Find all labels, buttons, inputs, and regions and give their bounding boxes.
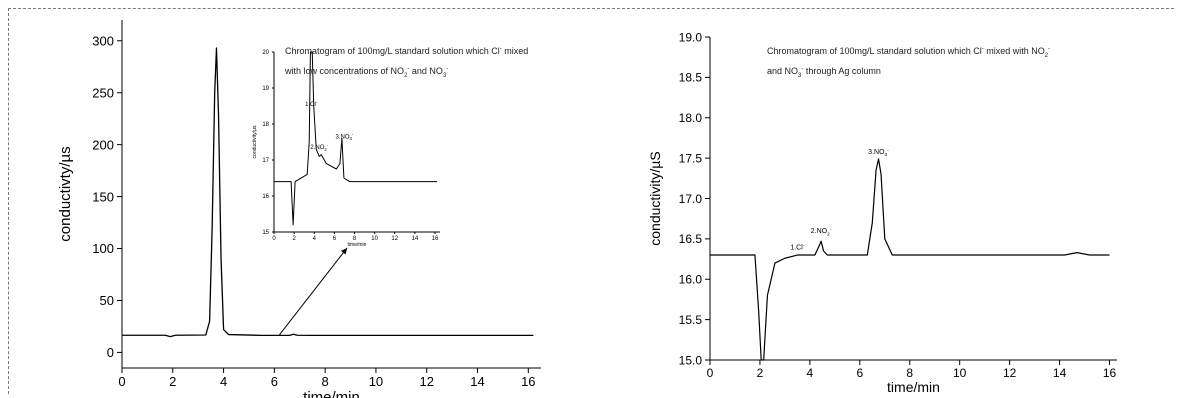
- inset-group: 0 2 4 6 8 10 12 14 16 15 16 17 18 19 20 time/min conduct…: [252, 50, 440, 248]
- chart-2-annotation: Chromatogram of 100mg/L standard solutio…: [767, 44, 1051, 79]
- chart-2-peak-label: 3.NO3-: [868, 148, 889, 158]
- inset-peak-label-text: 3.NO: [336, 134, 350, 140]
- chart-1-y-tick-label: 50: [100, 293, 114, 308]
- inset-peak-label: 3.NO3-: [336, 132, 354, 141]
- inset-y-axis-title: conductivity/µs: [252, 125, 258, 158]
- inset-peak-label-subscript: 3: [350, 136, 353, 141]
- chart-2-peak-label-superscript: -: [803, 244, 805, 249]
- chart-2-y-tick-label: 18.5: [679, 71, 703, 85]
- chart-1-x-tick-label: 8: [322, 374, 329, 389]
- chart-2-x-tick-label: 6: [856, 366, 863, 380]
- chart-2-y-tick-label: 15.0: [679, 353, 703, 367]
- inset-y-tick-label: 15: [262, 230, 269, 236]
- chart-1-x-tick-label: 0: [118, 374, 125, 389]
- inset-series-line: [274, 51, 437, 226]
- chart-1-y-axis-title: conductivty/µs: [57, 146, 74, 241]
- chart-2-peak-label-subscript: 2: [827, 231, 830, 237]
- inset-x-tick-label: 2: [292, 236, 296, 242]
- chart-2-peak-label: 1.Cl-: [790, 244, 804, 252]
- inset-x-tick-label: 4: [313, 236, 317, 242]
- chart-1-y-tick-label: 100: [92, 241, 114, 256]
- chart-2-peak-label-subscript: 3: [885, 152, 888, 158]
- chart-2-peak-label-text: 3.NO: [868, 149, 885, 156]
- inset-peak-label-superscript: -: [352, 132, 354, 137]
- chart-1-x-tick-label: 16: [521, 374, 535, 389]
- inset-x-tick-label: 14: [412, 236, 419, 242]
- inset-x-tick-label: 10: [371, 236, 378, 242]
- inset-x-axis-title: time/min: [348, 242, 367, 248]
- chart-2-y-axis-title: conductivity/µS: [647, 151, 663, 245]
- inset-y-tick-label: 17: [262, 158, 269, 164]
- inset-x-tick-label: 6: [333, 236, 337, 242]
- chart-2-y-tick-label: 19.0: [679, 30, 703, 44]
- inset-peak-label-subscript: 2: [324, 147, 327, 152]
- chart-2-y-tick-label: 17.5: [679, 151, 703, 165]
- chart-2-annotation-line-2: and NO3- through Ag column: [767, 66, 881, 79]
- zoom-arrow: [279, 247, 348, 336]
- chart-2-y-tick-label: 18.0: [679, 111, 703, 125]
- chart-2-peak-label: 2.NO2-: [811, 227, 832, 237]
- chart-1-y-tick-label: 0: [107, 345, 114, 360]
- chart-2-x-axis-title: time/min: [887, 379, 940, 395]
- chart-1-x-axis-title: time/min: [303, 389, 360, 398]
- inset-x-tick-label: 12: [391, 236, 398, 242]
- chart-2-group: 0 2 4 6 8 10 12 14 16 15.0 15.5 16.0 16.5 17.0 17.5 18.…: [647, 30, 1117, 395]
- chart-1-annotation-line-2: with low concentrations of NO2- and NO3-: [285, 66, 449, 79]
- chart-1-y-tick-label: 300: [92, 33, 114, 48]
- chart-2-x-tick-label: 16: [1103, 366, 1117, 380]
- chart-2-peak-label-text: 1.Cl: [790, 244, 803, 251]
- inset-background: [274, 52, 440, 232]
- chart-2-peak-label-superscript: -: [887, 148, 889, 153]
- chart-2-x-tick-label: 2: [757, 366, 764, 380]
- inset-peak-label-text: 1.Cl: [305, 102, 316, 108]
- chart-1-annotation-line-1: Chromatogram of 100mg/L standard solutio…: [285, 46, 529, 56]
- chart-1-annotation: Chromatogram of 100mg/L standard solutio…: [285, 44, 529, 79]
- chart-2-peak-label-superscript: -: [830, 227, 832, 232]
- chart-1-x-tick-label: 6: [271, 374, 278, 389]
- inset-peak-label-superscript: -: [327, 143, 329, 148]
- chart-2-x-tick-label: 10: [953, 366, 967, 380]
- chart-2-x-tick-label: 4: [807, 366, 814, 380]
- chart-2-y-tick-label: 15.5: [679, 313, 703, 327]
- chart-2-x-tick-label: 8: [906, 366, 913, 380]
- chart-1-y-tick-label: 250: [92, 85, 114, 100]
- chart-2-y-tick-label: 17.0: [679, 192, 703, 206]
- chart-1-y-tick-label: 150: [92, 189, 114, 204]
- inset-peak-label-text: 2.NO: [310, 145, 324, 151]
- chart-1-x-tick-label: 10: [369, 374, 383, 389]
- inset-peak-label: 2.NO2-: [310, 143, 328, 152]
- inset-y-tick-label: 19: [262, 86, 269, 92]
- inset-peak-label-superscript: -: [316, 100, 318, 105]
- chart-1-x-tick-label: 2: [169, 374, 176, 389]
- chart-1-group: 0 2 4 6 8 10 12 14 16050100150200250300time/minc…: [57, 20, 541, 398]
- inset-y-tick-label: 20: [262, 50, 269, 56]
- inset-x-tick-label: 16: [432, 236, 439, 242]
- chart-2-annotation-line-1: Chromatogram of 100mg/L standard solutio…: [767, 46, 1051, 59]
- figure-frame: [8, 8, 1174, 394]
- chart-2-y-tick-label: 16.5: [679, 232, 703, 246]
- chart-1-y-tick-label: 200: [92, 137, 114, 152]
- inset-x-tick-label: 8: [353, 236, 357, 242]
- chart-2-x-tick-label: 14: [1053, 366, 1067, 380]
- inset-x-tick-label: 0: [272, 236, 276, 242]
- chart-2-series-line: [710, 158, 1110, 361]
- inset-y-tick-label: 18: [262, 122, 269, 128]
- chart-1-x-tick-label: 4: [220, 374, 227, 389]
- chart-2-x-tick-label: 0: [707, 366, 714, 380]
- chart-2-y-tick-label: 16.0: [679, 273, 703, 287]
- inset-y-tick-label: 16: [262, 194, 269, 200]
- chart-2-peak-label-text: 2.NO: [811, 228, 828, 235]
- chart-2-x-tick-label: 12: [1003, 366, 1017, 380]
- chart-1-x-tick-label: 14: [470, 374, 484, 389]
- inset-peak-label: 1.Cl-: [305, 100, 318, 108]
- chart-1-x-tick-label: 12: [419, 374, 433, 389]
- chart-1-series-line: [122, 47, 534, 338]
